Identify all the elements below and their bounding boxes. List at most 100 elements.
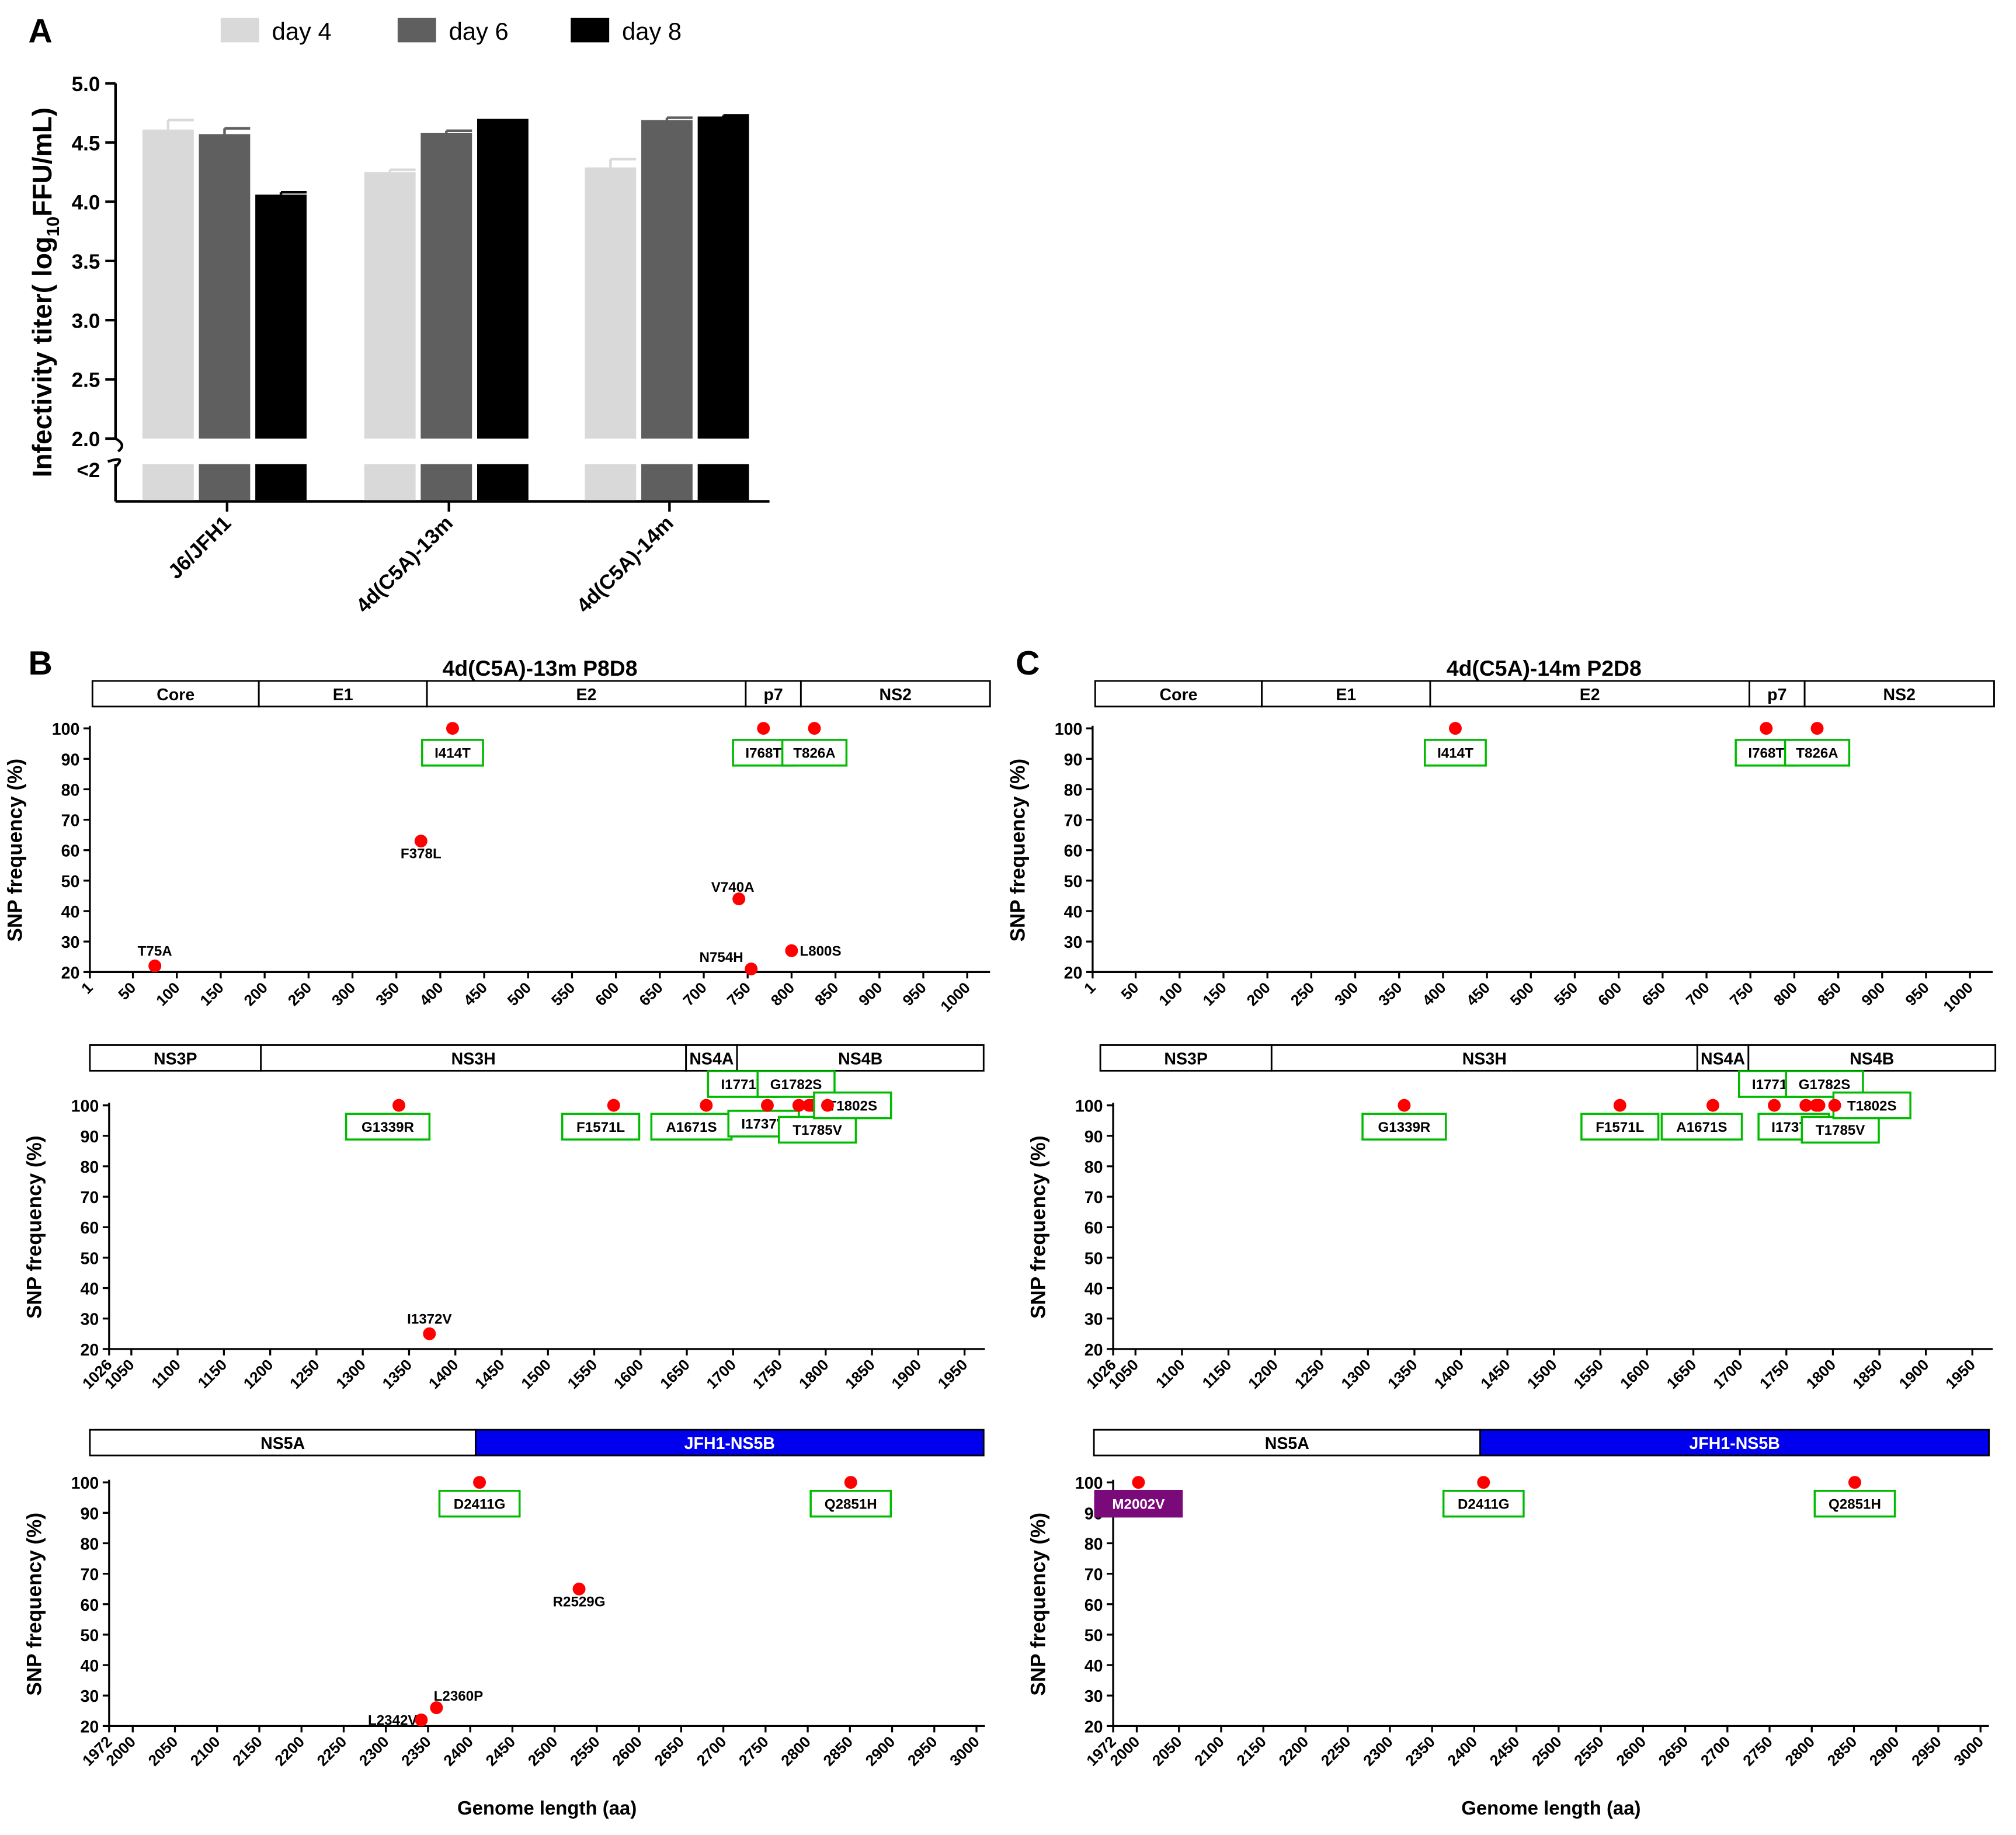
y-tick-label: 20 <box>1085 1341 1103 1360</box>
x-tick-label: 650 <box>1638 979 1669 1009</box>
domain-box-p7 <box>745 680 802 708</box>
x-tick-label: 1200 <box>1245 1356 1281 1392</box>
x-tick-label: 1150 <box>194 1356 231 1392</box>
snp-label-f378l: F378L <box>401 846 442 862</box>
y-axis-label-main: Infectivity titer( log <box>27 237 57 477</box>
domain-box-jfh1-ns5b <box>1479 1429 1990 1457</box>
x-tick-label: 1650 <box>656 1356 693 1392</box>
x-tick-label: 750 <box>724 979 754 1009</box>
snp-label-a1671s: A1671S <box>666 1120 717 1135</box>
y-axis-label-subscript: 10 <box>43 217 63 237</box>
y-tick-label: 80 <box>1085 1535 1103 1554</box>
y-tick-label: 50 <box>1085 1627 1103 1645</box>
y-tick-label-below-limit: <2 <box>77 459 100 482</box>
domain-label-ns3h: NS3H <box>1462 1049 1507 1068</box>
domain-box-e2 <box>1429 680 1750 708</box>
x-tick-label: 300 <box>1331 979 1361 1009</box>
snp-label-g1339r: G1339R <box>362 1120 414 1135</box>
x-tick-label: 2900 <box>862 1733 899 1770</box>
y-tick-label: 40 <box>81 1657 99 1676</box>
domain-box-e1 <box>258 680 428 708</box>
x-tick-label: 2350 <box>1402 1733 1438 1770</box>
y-tick-label: 40 <box>1064 903 1083 922</box>
y-axis-label-unit: FFU/mL) <box>27 107 57 217</box>
snp-point-i1372v <box>423 1327 436 1340</box>
domain-label-ns3h: NS3H <box>451 1049 496 1068</box>
snp-point-i414t <box>446 722 459 735</box>
x-tick-label: 2300 <box>1360 1733 1396 1770</box>
x-tick-label: 1900 <box>888 1356 925 1392</box>
bar-2-3 <box>477 119 529 439</box>
snp-label-box <box>1660 1113 1743 1141</box>
y-tick-label: 60 <box>1085 1596 1103 1615</box>
snp-point-t1802s <box>821 1099 834 1112</box>
x-tick-label: 2200 <box>271 1733 308 1770</box>
y-tick-label: 80 <box>61 781 80 800</box>
y-tick-label: 30 <box>1085 1687 1103 1706</box>
panel-b-row-3: NS5A JFH1-NS5B 20 30 40 50 60 70 80 90 100 SNP freq… <box>23 1429 985 1819</box>
x-tick-label: 550 <box>1551 979 1581 1009</box>
bar-lower-3-3 <box>697 464 749 501</box>
x-tick-label: 1100 <box>1152 1356 1188 1392</box>
domain-label-p7: p7 <box>1767 686 1786 704</box>
y-tick-label: 60 <box>81 1219 99 1238</box>
x-tick-label: 350 <box>372 979 402 1009</box>
y-tick-label: 5.0 <box>72 73 100 96</box>
x-tick-label: 2150 <box>1233 1733 1270 1770</box>
snp-point-t1785v <box>1812 1099 1826 1112</box>
domain-label-e1: E1 <box>1336 686 1356 704</box>
x-tick-label: 2750 <box>735 1733 772 1770</box>
x-tick-label: 100 <box>152 979 183 1009</box>
snp-point-a1671s <box>700 1099 713 1112</box>
x-tick-label: 2850 <box>820 1733 857 1770</box>
x-tick-label: 1850 <box>1849 1356 1886 1392</box>
snp-point-f1571l <box>1613 1099 1626 1112</box>
domain-box-ns2 <box>1803 680 1995 708</box>
x-tick-label: 900 <box>855 979 885 1009</box>
snp-point-a1671s <box>1706 1099 1719 1112</box>
snp-point-q2851h <box>1848 1476 1861 1489</box>
y-tick-label: 30 <box>81 1687 99 1706</box>
x-tick-label: 2200 <box>1275 1733 1312 1770</box>
y-tick-label: 50 <box>61 873 80 891</box>
x-tick-label: 1650 <box>1663 1356 1700 1392</box>
snp-label-box <box>1424 739 1487 767</box>
y-tick-label: 90 <box>1085 1128 1103 1146</box>
snp-point-i1771v <box>792 1099 805 1112</box>
bar-1-3 <box>255 194 307 439</box>
x-tick-label: 2450 <box>482 1733 519 1770</box>
snp-label-i414t: I414T <box>435 746 471 762</box>
x-tick-label: 1900 <box>1896 1356 1932 1392</box>
y-axis-label: SNP frequency (%) <box>23 1135 46 1319</box>
bar-lower-2-2 <box>420 464 472 501</box>
x-tick-label: 1100 <box>148 1356 184 1392</box>
snp-label-v740a: V740A <box>711 880 755 895</box>
y-tick-label: 20 <box>1085 1718 1103 1736</box>
snp-point-f1571l <box>607 1099 620 1112</box>
legend-swatch-3 <box>571 18 610 43</box>
x-axis-label: Genome length (aa) <box>457 1797 637 1819</box>
snp-label-box <box>1442 1489 1525 1518</box>
x-tick-label: 1850 <box>842 1356 878 1392</box>
snp-point-q2851h <box>844 1476 857 1489</box>
x-tick-label: 1600 <box>610 1356 647 1392</box>
bar-1-2 <box>199 134 251 439</box>
snp-point-t826a <box>1810 722 1824 735</box>
snp-label-i414t: I414T <box>1437 746 1473 762</box>
snp-point-n754h <box>745 962 758 976</box>
snp-point-i1737v <box>1768 1099 1781 1112</box>
x-tick-label: 350 <box>1375 979 1405 1009</box>
x-tick-label: 1500 <box>517 1356 554 1392</box>
snp-point-d2411g <box>1477 1476 1490 1489</box>
snp-label-box <box>777 1115 857 1144</box>
y-tick-label: 70 <box>1085 1188 1103 1207</box>
x-tick-label: 850 <box>1814 979 1844 1009</box>
snp-label-box <box>438 1489 521 1518</box>
x-tick-label: 1800 <box>1803 1356 1840 1392</box>
y-tick-label: 40 <box>61 903 80 922</box>
y-tick-label: 20 <box>61 964 80 982</box>
x-tick-label: 1500 <box>1524 1356 1560 1392</box>
x-tick-label: 950 <box>1902 979 1932 1009</box>
panel-a-letter: A <box>29 12 53 50</box>
bar-lower-2-3 <box>477 464 529 501</box>
